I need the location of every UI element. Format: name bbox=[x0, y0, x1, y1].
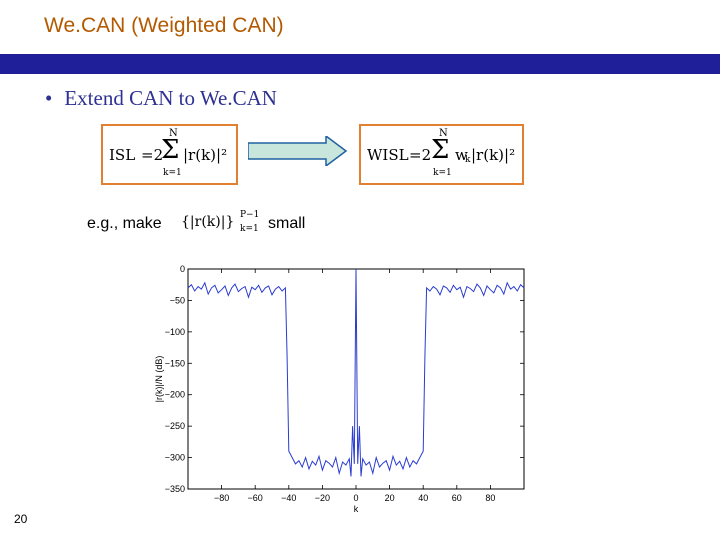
isl-formula-box: ISL =2 N Σ k=1 |r(k)|² bbox=[101, 124, 238, 185]
header-bar bbox=[0, 54, 720, 74]
isl-lhs: ISL bbox=[109, 146, 136, 164]
wisl-sum-top: N bbox=[439, 128, 448, 139]
y-tick-label: −100 bbox=[165, 327, 185, 337]
wisl-formula-box: WISL =2 N Σ k=1 w k |r(k)|² bbox=[359, 124, 524, 185]
x-tick-label: 40 bbox=[418, 493, 428, 503]
wisl-sum-sign: Σ bbox=[431, 135, 450, 165]
isl-sum-top: N bbox=[169, 128, 178, 139]
isl-body: |r(k)|² bbox=[183, 146, 228, 164]
x-tick-label: 20 bbox=[385, 493, 395, 503]
x-tick-label: −80 bbox=[214, 493, 229, 503]
x-tick-label: −40 bbox=[281, 493, 296, 503]
x-tick-label: −60 bbox=[248, 493, 263, 503]
x-tick-label: 80 bbox=[485, 493, 495, 503]
page-number: 20 bbox=[14, 512, 28, 526]
inline-formula-body: {|r(k)|} bbox=[181, 214, 235, 230]
correlation-chart: −80 −60 −40 −20 0 20 40 60 800−50−100−150−200−25… bbox=[154, 264, 525, 514]
wisl-eq: =2 bbox=[409, 146, 432, 164]
isl-eq: =2 bbox=[141, 146, 164, 164]
y-tick-label: −200 bbox=[165, 390, 185, 400]
y-axis-label: |r(k)|/N (dB) bbox=[154, 356, 164, 403]
y-tick-label: −50 bbox=[170, 295, 185, 305]
wisl-lhs: WISL bbox=[367, 146, 409, 164]
y-tick-label: −350 bbox=[165, 484, 185, 494]
y-tick-label: −250 bbox=[165, 421, 185, 431]
inline-formula-sup: P−1 bbox=[240, 210, 260, 220]
x-axis-label: k bbox=[354, 504, 359, 514]
y-tick-label: 0 bbox=[180, 264, 185, 274]
y-tick-label: −300 bbox=[165, 453, 185, 463]
wisl-weight: w bbox=[455, 146, 468, 164]
wisl-body: |r(k)|² bbox=[471, 146, 516, 164]
y-tick-label: −150 bbox=[165, 358, 185, 368]
isl-sum-sign: Σ bbox=[161, 135, 180, 165]
arrow-icon bbox=[248, 136, 348, 166]
inline-formula-sub: k=1 bbox=[240, 224, 259, 234]
bullet-marker: • bbox=[45, 86, 53, 110]
wisl-weight-sub: k bbox=[465, 155, 471, 165]
x-tick-label: 0 bbox=[353, 493, 358, 503]
bullet-text: Extend CAN to We.CAN bbox=[64, 86, 277, 110]
wisl-sum-bottom: k=1 bbox=[433, 168, 452, 178]
x-tick-label: 60 bbox=[452, 493, 462, 503]
slide-title: We.CAN (Weighted CAN) bbox=[44, 14, 284, 37]
eg-suffix: small bbox=[268, 215, 306, 232]
bullet-point: • Extend CAN to We.CAN bbox=[45, 86, 277, 111]
isl-sum-bottom: k=1 bbox=[163, 168, 182, 178]
x-tick-label: −20 bbox=[315, 493, 330, 503]
series-line bbox=[187, 268, 525, 477]
eg-prefix: e.g., make bbox=[87, 215, 162, 232]
